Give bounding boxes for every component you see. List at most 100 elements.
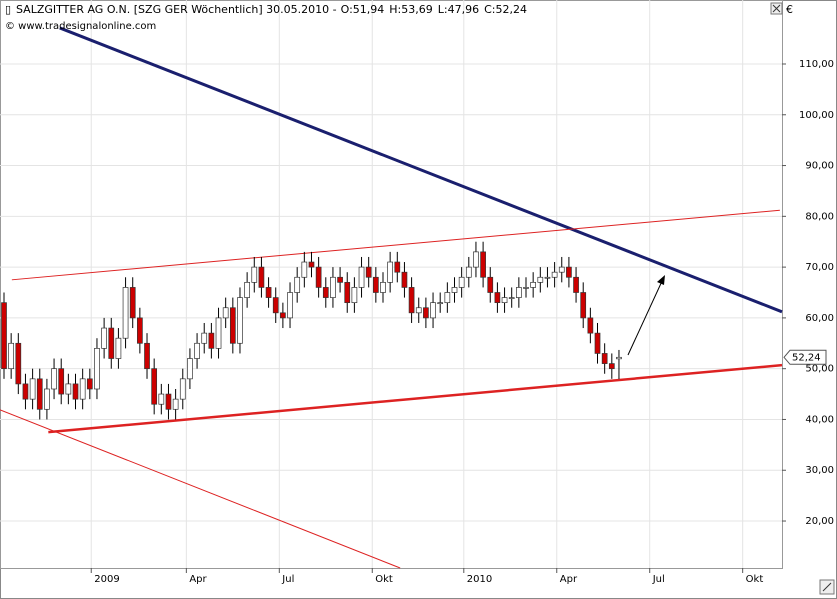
candle-body xyxy=(358,266,365,288)
candle-body xyxy=(573,276,579,293)
source: © www.tradesignalonline.com xyxy=(5,21,156,32)
candle-body xyxy=(394,261,401,273)
candle-body xyxy=(594,332,601,354)
y-tick-label: 60,00 xyxy=(805,313,834,324)
quote-value: L:47,96 xyxy=(438,3,479,16)
candle-body xyxy=(516,287,522,298)
candle-body xyxy=(351,287,358,304)
candle-body xyxy=(508,297,515,299)
candle-body xyxy=(15,342,22,385)
candle-body xyxy=(158,393,165,405)
y-tick-label: 110,00 xyxy=(799,59,834,70)
x-tick-label: Okt xyxy=(375,574,393,585)
candle-body xyxy=(44,388,50,410)
candle-body xyxy=(86,378,93,390)
y-tick-label: 20,00 xyxy=(805,516,834,527)
y-tick-label: 70,00 xyxy=(805,262,834,273)
candle-body xyxy=(122,287,129,339)
candle-body xyxy=(287,292,293,319)
x-tick-label: 2010 xyxy=(467,574,492,585)
candle-body xyxy=(372,276,379,293)
candle-body xyxy=(415,307,422,314)
candle-body xyxy=(172,398,179,410)
candle-body xyxy=(36,378,43,410)
candle-body xyxy=(337,276,343,283)
candle-body xyxy=(387,261,393,283)
trend-line xyxy=(11,209,780,281)
candle-body xyxy=(29,378,36,400)
y-tick-label: 40,00 xyxy=(805,414,834,425)
candle-body xyxy=(487,276,494,293)
candle-body xyxy=(365,266,372,278)
candle-body xyxy=(473,251,479,268)
candle-body xyxy=(115,337,122,359)
candle-body xyxy=(551,271,558,278)
candle-body xyxy=(601,353,608,364)
candle-body xyxy=(544,276,551,279)
candle-body xyxy=(608,363,615,370)
candle-body xyxy=(501,297,508,304)
candle-body xyxy=(616,356,622,360)
close-icon xyxy=(772,4,781,13)
candle-body xyxy=(265,287,272,298)
candle-body xyxy=(280,312,286,319)
candle-body xyxy=(580,292,587,319)
candle-body xyxy=(330,276,336,298)
candle-body xyxy=(258,266,265,288)
candle-body xyxy=(137,317,143,344)
x-tick-label: Okt xyxy=(746,574,764,585)
candle-body xyxy=(480,251,486,278)
candle-body xyxy=(208,332,215,349)
candle-body xyxy=(237,297,243,344)
y-tick-label: 50,00 xyxy=(805,364,834,375)
candle-body xyxy=(380,281,386,293)
price-tag-label: 52,24 xyxy=(792,352,821,363)
candle-body xyxy=(558,266,565,273)
candle-body xyxy=(566,266,572,278)
trend-line xyxy=(0,409,401,569)
candle-body xyxy=(215,317,222,349)
arrow-head xyxy=(657,275,665,285)
candle-body xyxy=(1,302,7,370)
candle-body xyxy=(494,292,501,304)
candle-body xyxy=(444,292,451,304)
candle-body xyxy=(401,271,408,288)
candle-body xyxy=(322,287,329,298)
candle-body xyxy=(451,287,458,293)
candle-body xyxy=(201,332,208,344)
y-tick-label: 90,00 xyxy=(805,161,834,172)
candle-body xyxy=(151,368,158,405)
y-tick-label: 30,00 xyxy=(805,465,834,476)
candle-body xyxy=(194,342,200,359)
candle-body xyxy=(144,342,150,370)
candle-body xyxy=(79,378,86,400)
arrow xyxy=(627,278,664,356)
x-tick-label: Apr xyxy=(189,574,207,585)
trend-line xyxy=(48,363,783,434)
chart-title: SALZGITTER AG O.N. [SZG GER Wöchentlich]… xyxy=(16,3,337,16)
x-tick-label: Jul xyxy=(652,574,665,585)
candle-body xyxy=(458,276,465,288)
candle-body xyxy=(423,307,429,319)
candle-body xyxy=(101,327,107,349)
currency: € xyxy=(786,3,793,16)
quote-value: C:52,24 xyxy=(484,3,527,16)
candle-body xyxy=(222,307,229,319)
candle-body xyxy=(22,383,29,400)
candle-body xyxy=(437,302,444,305)
plot-border xyxy=(0,0,783,569)
candle-body xyxy=(530,281,537,288)
x-tick-label: Jul xyxy=(281,574,294,585)
y-tick-label: 80,00 xyxy=(805,211,834,222)
candle-body xyxy=(72,383,79,400)
candle-body xyxy=(587,317,594,334)
candle-body xyxy=(179,378,186,400)
candle-body xyxy=(58,368,65,395)
candle-body xyxy=(430,302,436,319)
candle-body xyxy=(301,261,308,278)
candle-body xyxy=(65,383,72,395)
candle-body xyxy=(165,393,172,410)
candle-body xyxy=(129,287,136,319)
quote-value: H:53,69 xyxy=(389,3,432,16)
